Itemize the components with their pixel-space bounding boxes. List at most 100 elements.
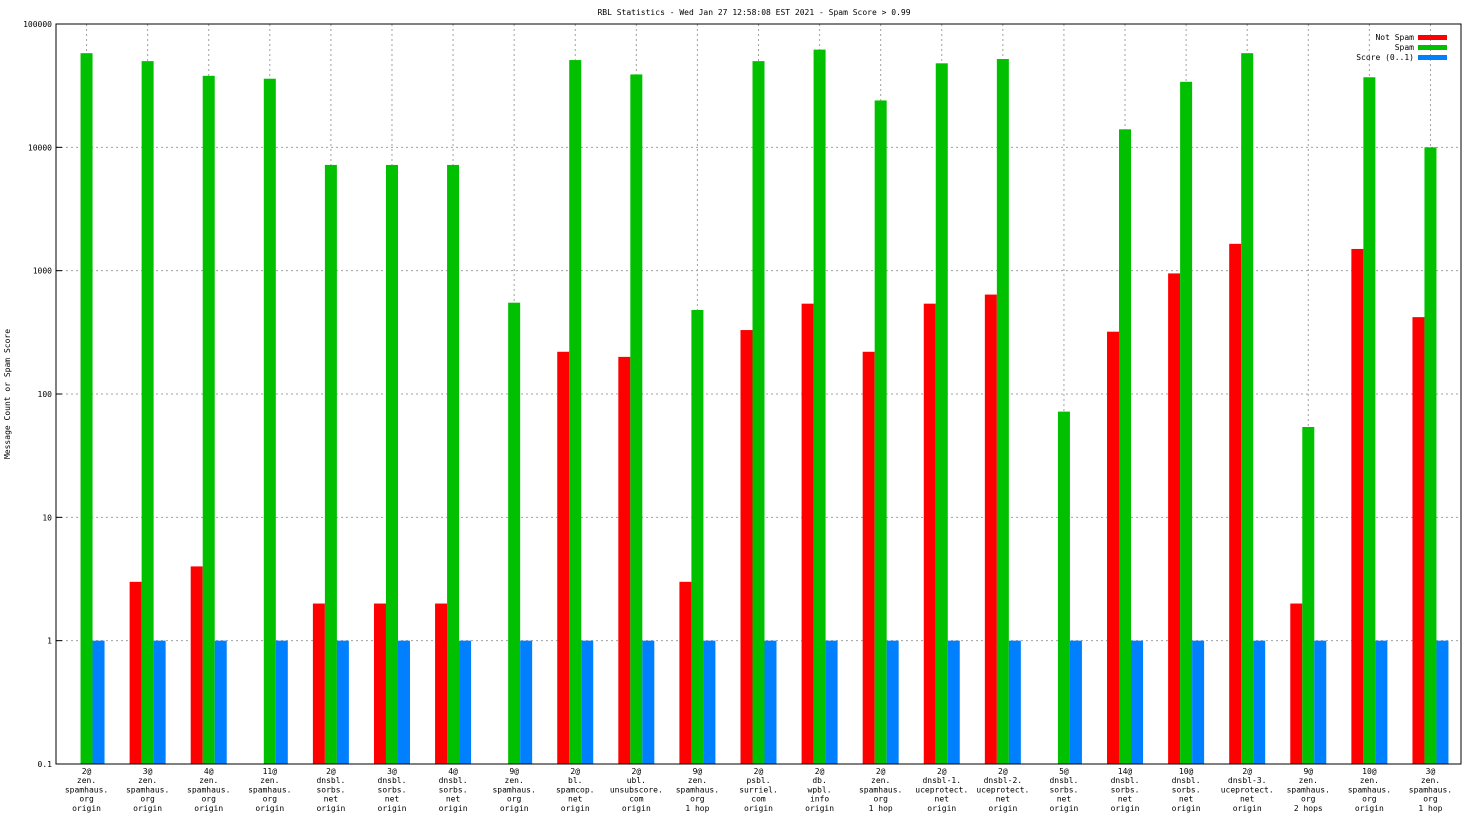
- bar-score-0-1: [92, 640, 105, 764]
- x-tick-label: 2@ dnsbl-3. uceprotect. net origin: [1221, 767, 1274, 813]
- bar-spam: [263, 78, 276, 764]
- legend-label: Not Spam: [1375, 33, 1414, 42]
- bar-spam: [1241, 53, 1254, 764]
- bar-score-0-1: [581, 640, 594, 764]
- x-tick-label: 9@ zen. spamhaus. org origin: [492, 767, 535, 813]
- bar-not-spam: [984, 294, 997, 764]
- bar-spam: [1424, 147, 1437, 765]
- bar-spam: [1180, 81, 1193, 765]
- bar-not-spam: [1168, 273, 1181, 764]
- bar-spam: [691, 309, 704, 764]
- x-tick-label: 4@ dnsbl. sorbs. net origin: [439, 767, 468, 813]
- y-tick-label: 1: [47, 637, 52, 646]
- legend-swatch: [1418, 45, 1447, 50]
- x-tick-label: 4@ zen. spamhaus. org origin: [187, 767, 230, 813]
- x-tick-label: 5@ dnsbl. sorbs. net origin: [1049, 767, 1078, 813]
- bars-layer: [80, 49, 1449, 765]
- bar-score-0-1: [336, 640, 349, 764]
- x-tick-label: 3@ zen. spamhaus. org origin: [126, 767, 169, 813]
- bar-spam: [141, 61, 154, 765]
- x-tick-label: 3@ dnsbl. sorbs. net origin: [378, 767, 407, 813]
- bar-spam: [1302, 427, 1315, 764]
- x-tick-label: 10@ zen. spamhaus. org origin: [1348, 767, 1391, 813]
- x-tick-label: 9@ zen. spamhaus. org 2 hops: [1287, 767, 1330, 813]
- bar-spam: [569, 60, 582, 764]
- x-tick-label: 9@ zen. spamhaus. org 1 hop: [676, 767, 719, 813]
- plot-frame: [55, 23, 1462, 765]
- y-tick-label: 1000: [33, 267, 52, 276]
- y-tick-label: 100: [38, 390, 53, 399]
- bar-not-spam: [557, 351, 570, 764]
- y-tick-label: 100000: [23, 20, 52, 29]
- bar-score-0-1: [520, 640, 533, 764]
- bar-spam: [1119, 129, 1132, 764]
- bar-score-0-1: [153, 640, 166, 764]
- bar-score-0-1: [1192, 640, 1205, 764]
- x-tick-label: 11@ zen. spamhaus. org origin: [248, 767, 291, 813]
- bar-not-spam: [312, 603, 325, 764]
- bar-spam: [996, 59, 1009, 765]
- bar-score-0-1: [275, 640, 288, 764]
- bar-not-spam: [373, 603, 386, 764]
- bar-not-spam: [190, 566, 203, 764]
- x-tick-label: 2@ zen. spamhaus. org 1 hop: [859, 767, 902, 813]
- bar-score-0-1: [764, 640, 777, 764]
- x-tick-label: 2@ bl. spamcop. net origin: [556, 767, 595, 813]
- x-tick-label: 2@ dnsbl-2. uceprotect. net origin: [976, 767, 1029, 813]
- x-tick-label: 2@ ubl. unsubscore. com origin: [610, 767, 663, 813]
- bar-spam: [935, 63, 948, 764]
- bar-spam: [874, 100, 887, 764]
- x-tick-label: 2@ dnsbl-1. uceprotect. net origin: [915, 767, 968, 813]
- bar-not-spam: [862, 351, 875, 764]
- bar-not-spam: [1351, 248, 1364, 765]
- bar-score-0-1: [1436, 640, 1449, 764]
- x-tick-label: 2@ zen. spamhaus. org origin: [65, 767, 108, 813]
- bar-score-0-1: [1253, 640, 1266, 764]
- bar-not-spam: [1412, 317, 1425, 764]
- y-axis-title: Message Count or Spam Score: [3, 329, 12, 459]
- bar-score-0-1: [397, 640, 410, 764]
- x-tick-label: 3@ zen. spamhaus. org 1 hop: [1409, 767, 1452, 813]
- x-tick-label: 10@ dnsbl. sorbs. net origin: [1172, 767, 1201, 813]
- bar-score-0-1: [886, 640, 899, 764]
- bar-not-spam: [801, 303, 814, 764]
- bar-score-0-1: [1069, 640, 1082, 764]
- bar-spam: [508, 302, 521, 764]
- bar-not-spam: [740, 330, 753, 764]
- bar-not-spam: [435, 603, 448, 764]
- bar-spam: [1363, 77, 1376, 764]
- x-tick-label: 2@ dnsbl. sorbs. net origin: [316, 767, 345, 813]
- bar-spam: [202, 75, 215, 765]
- bar-score-0-1: [825, 640, 838, 764]
- bar-not-spam: [618, 356, 631, 764]
- legend-swatch: [1418, 55, 1447, 60]
- bar-spam: [447, 164, 460, 765]
- bar-not-spam: [129, 581, 142, 764]
- bar-score-0-1: [1131, 640, 1144, 764]
- x-tick-label: 2@ psbl. surriel. com origin: [739, 767, 778, 813]
- legend-label: Score (0..1): [1356, 53, 1414, 62]
- bar-score-0-1: [214, 640, 227, 764]
- y-tick-label: 10: [42, 513, 52, 522]
- legend-label: Spam: [1395, 43, 1414, 52]
- x-tick-label: 2@ db. wpbl. info origin: [805, 767, 834, 813]
- bar-spam: [1057, 411, 1070, 764]
- y-tick-label: 0.1: [38, 760, 53, 769]
- bar-score-0-1: [1375, 640, 1388, 764]
- bar-not-spam: [1107, 331, 1120, 764]
- bar-score-0-1: [642, 640, 655, 764]
- legend-swatch: [1418, 35, 1447, 40]
- bar-not-spam: [679, 581, 692, 764]
- bar-spam: [813, 49, 826, 764]
- chart-title: RBL Statistics - Wed Jan 27 12:58:08 EST…: [597, 8, 910, 17]
- bar-score-0-1: [947, 640, 960, 764]
- axes-layer: 0.1 1 10 100 1000 10000 100000 2@ zen. spamhaus. o…: [23, 20, 1462, 813]
- bar-spam: [752, 61, 765, 765]
- x-tick-label: 14@ dnsbl. sorbs. net origin: [1111, 767, 1140, 813]
- bar-score-0-1: [459, 640, 472, 764]
- bar-not-spam: [1229, 243, 1242, 765]
- bar-spam: [80, 53, 93, 764]
